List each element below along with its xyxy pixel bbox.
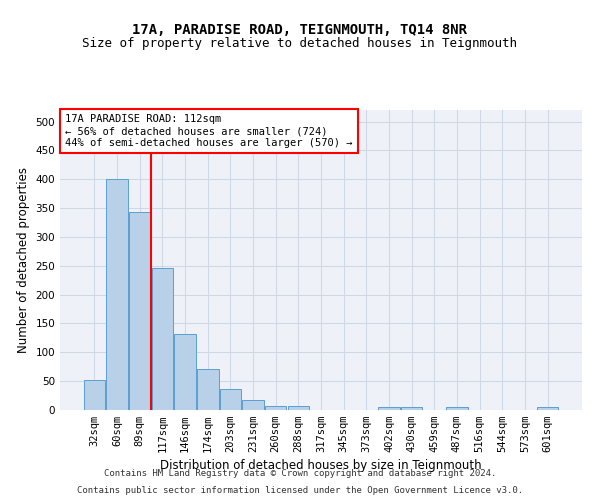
Bar [175,334,196,410]
Text: Contains HM Land Registry data © Crown copyright and database right 2024.: Contains HM Land Registry data © Crown c… [104,468,496,477]
Bar [242,400,264,410]
Bar [106,178,128,410]
X-axis label: Distribution of detached houses by size in Teignmouth: Distribution of detached houses by size … [160,460,482,472]
Text: 17A, PARADISE ROAD, TEIGNMOUTH, TQ14 8NR: 17A, PARADISE ROAD, TEIGNMOUTH, TQ14 8NR [133,22,467,36]
Bar [378,407,400,410]
Text: Size of property relative to detached houses in Teignmouth: Size of property relative to detached ho… [83,38,517,51]
Bar [537,407,558,410]
Bar [84,380,105,410]
Bar [129,212,151,410]
Text: 17A PARADISE ROAD: 112sqm
← 56% of detached houses are smaller (724)
44% of semi: 17A PARADISE ROAD: 112sqm ← 56% of detac… [65,114,353,148]
Bar [197,369,218,410]
Bar [265,406,286,410]
Text: Contains public sector information licensed under the Open Government Licence v3: Contains public sector information licen… [77,486,523,495]
Y-axis label: Number of detached properties: Number of detached properties [17,167,30,353]
Bar [446,407,467,410]
Bar [401,407,422,410]
Bar [220,389,241,410]
Bar [287,406,309,410]
Bar [152,268,173,410]
